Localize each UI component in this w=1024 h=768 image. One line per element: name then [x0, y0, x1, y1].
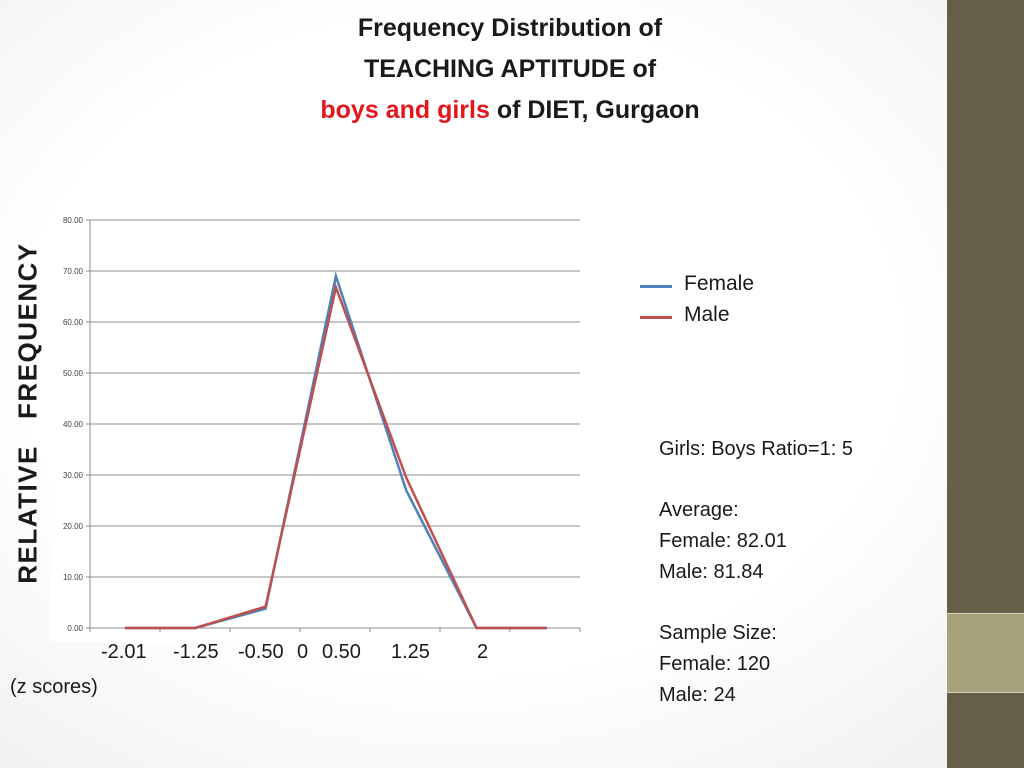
average-male: Male: 81.84: [659, 560, 764, 583]
x-axis-label: 0.50: [322, 641, 361, 663]
ratio-text: Girls: Boys Ratio=1: 5: [659, 438, 853, 460]
title-line-3-rest: of DIET, Gurgaon: [489, 96, 700, 124]
y-axis-caption: RELATIVE FREQUENCY: [12, 242, 43, 584]
chart-background: [50, 210, 590, 642]
series-line-male: [125, 282, 547, 630]
line-chart: 0.00 10.00 20.00 30.00 40.00 50.00 60.00 70.00 8…: [50, 210, 590, 642]
title-line-1: Frequency Distribution of: [357, 14, 663, 42]
title-highlight: boys and girls: [320, 96, 490, 124]
x-axis-caption: (z scores): [10, 676, 98, 698]
y-tick-label: 10.00: [63, 573, 84, 582]
y-tick-label: 70.00: [63, 267, 84, 276]
title-line-2: TEACHING APTITUDE of: [363, 55, 657, 83]
sample-heading: Sample Size:: [659, 622, 777, 645]
y-tick-label: 80.00: [63, 216, 84, 225]
legend-label: Male: [684, 303, 730, 326]
spacer: [659, 587, 853, 618]
y-tick-label: 60.00: [63, 318, 84, 327]
y-tick-label: 30.00: [63, 471, 84, 480]
legend-swatch-female: [640, 285, 672, 288]
summary-stats: Girls: Boys Ratio=1: 5 Average: Female: …: [659, 434, 853, 710]
legend-label: Female: [684, 272, 755, 295]
legend-swatch-male: [640, 316, 672, 319]
average-female: Female: 82.01: [659, 530, 787, 553]
sample-female: Female: 120: [659, 652, 771, 675]
x-axis-label: 2: [477, 641, 489, 663]
sidebar-accent-block: [947, 614, 1024, 692]
title-line-3: boys and girls of DIET, Gurgaon: [200, 90, 820, 131]
y-tick-label: 20.00: [63, 522, 84, 531]
y-tick-label: 0.00: [67, 624, 83, 633]
sample-male: Male: 24: [659, 683, 736, 706]
y-tick-label: 50.00: [63, 369, 84, 378]
x-axis-label: -1.25: [173, 641, 219, 663]
spacer: [659, 465, 853, 496]
x-axis-label: -2.01: [101, 641, 147, 663]
x-axis-label: 1.25: [391, 641, 430, 663]
y-tick-label: 40.00: [63, 420, 84, 429]
average-heading: Average:: [659, 499, 739, 522]
slide-title: Frequency Distribution of TEACHING APTIT…: [200, 8, 820, 131]
sidebar-divider: [947, 692, 1024, 693]
x-axis-label: 0: [297, 641, 309, 663]
sidebar-divider: [947, 613, 1024, 614]
x-axis-label: -0.50: [238, 641, 284, 663]
